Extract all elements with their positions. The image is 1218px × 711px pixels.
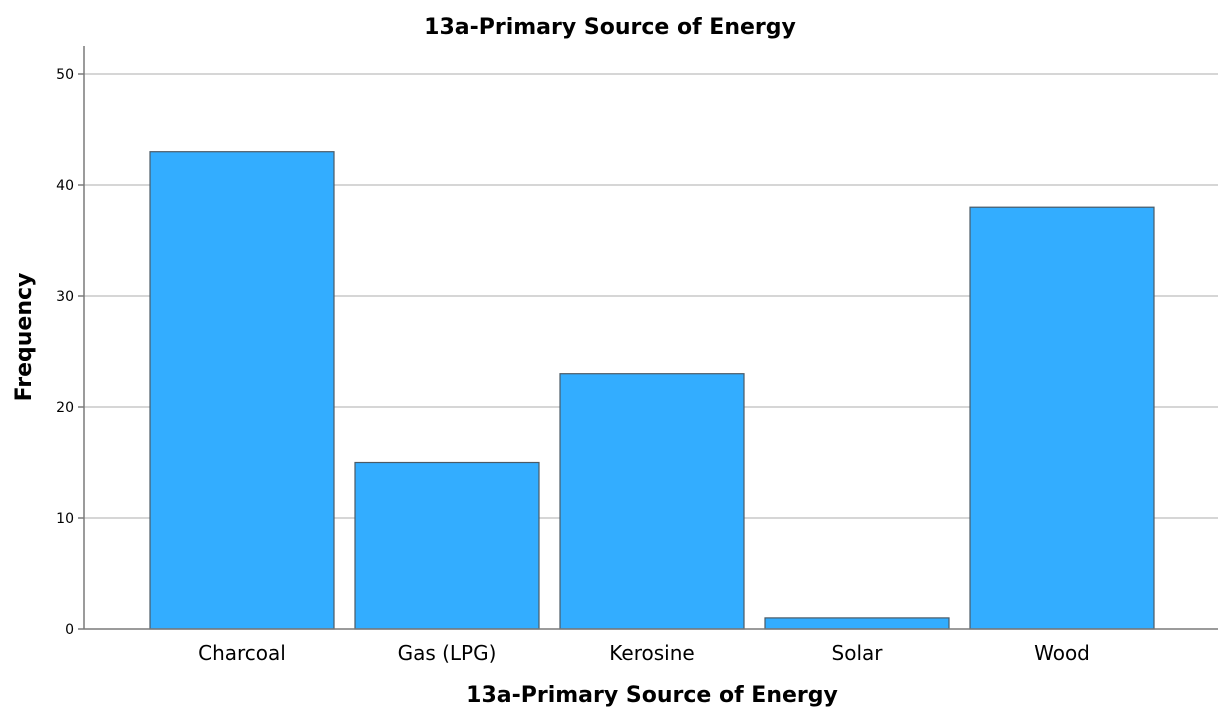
bar-charcoal xyxy=(149,151,335,630)
x-tick-labels: Charcoal Gas (LPG) Kerosine Solar Wood xyxy=(198,641,1090,665)
x-tick-label-solar: Solar xyxy=(832,641,884,665)
bar-kerosine xyxy=(559,373,745,630)
x-tick-label-wood: Wood xyxy=(1034,641,1090,665)
bar-solar xyxy=(764,617,950,630)
y-tick-labels: 0 10 20 30 40 50 xyxy=(56,67,84,638)
y-tick-label-0: 0 xyxy=(65,622,74,638)
y-tick-label-50: 50 xyxy=(56,67,74,83)
axes xyxy=(83,46,1218,630)
x-tick-label-kerosine: Kerosine xyxy=(609,641,694,665)
x-axis-title: 13a-Primary Source of Energy xyxy=(466,683,838,708)
bar-wood xyxy=(969,206,1155,630)
y-tick-label-30: 30 xyxy=(56,289,74,305)
bars xyxy=(149,151,1155,630)
x-tick-label-charcoal: Charcoal xyxy=(198,641,286,665)
y-axis-title: Frequency xyxy=(12,273,37,402)
bar-gas-lpg xyxy=(354,461,540,630)
chart-title: 13a-Primary Source of Energy xyxy=(424,15,796,40)
y-tick-label-10: 10 xyxy=(56,511,74,527)
y-tick-label-40: 40 xyxy=(56,178,74,194)
x-tick-label-gas-lpg: Gas (LPG) xyxy=(398,641,497,665)
y-tick-label-20: 20 xyxy=(56,400,74,416)
